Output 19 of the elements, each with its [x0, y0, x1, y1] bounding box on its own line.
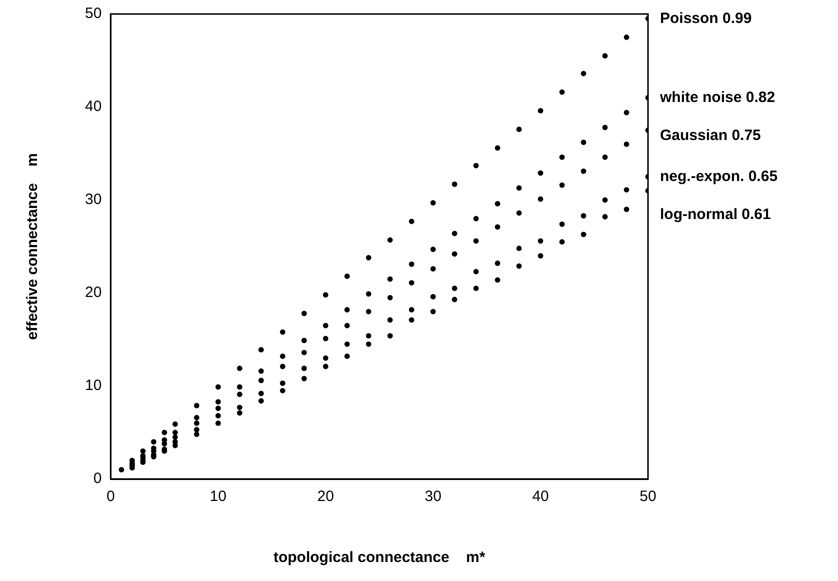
- x-tick-label: 40: [532, 488, 549, 506]
- y-tick-label: 50: [84, 5, 102, 22]
- x-tick-label: 10: [210, 488, 226, 506]
- series-label: Gaussian 0.75: [660, 126, 761, 144]
- y-tick-label: 10: [84, 377, 102, 394]
- x-tick-label: 0: [106, 488, 115, 506]
- y-tick-label: 30: [84, 191, 102, 208]
- series-label: neg.-expon. 0.65: [660, 168, 778, 185]
- series-label: white noise 0.82: [659, 88, 776, 106]
- x-axis-title: topological connectance m*: [273, 549, 486, 566]
- x-tick-label: 20: [317, 488, 334, 506]
- y-axis-title: effective connectance m: [24, 153, 42, 340]
- y-tick-label: 0: [93, 470, 102, 488]
- x-tick-label: 30: [424, 488, 442, 506]
- y-tick-label: 40: [84, 98, 102, 116]
- series-label: log-normal 0.61: [660, 206, 771, 223]
- y-tick-label: 20: [84, 284, 102, 302]
- x-tick-label: 50: [640, 488, 656, 506]
- series-label: Poisson 0.99: [660, 10, 752, 27]
